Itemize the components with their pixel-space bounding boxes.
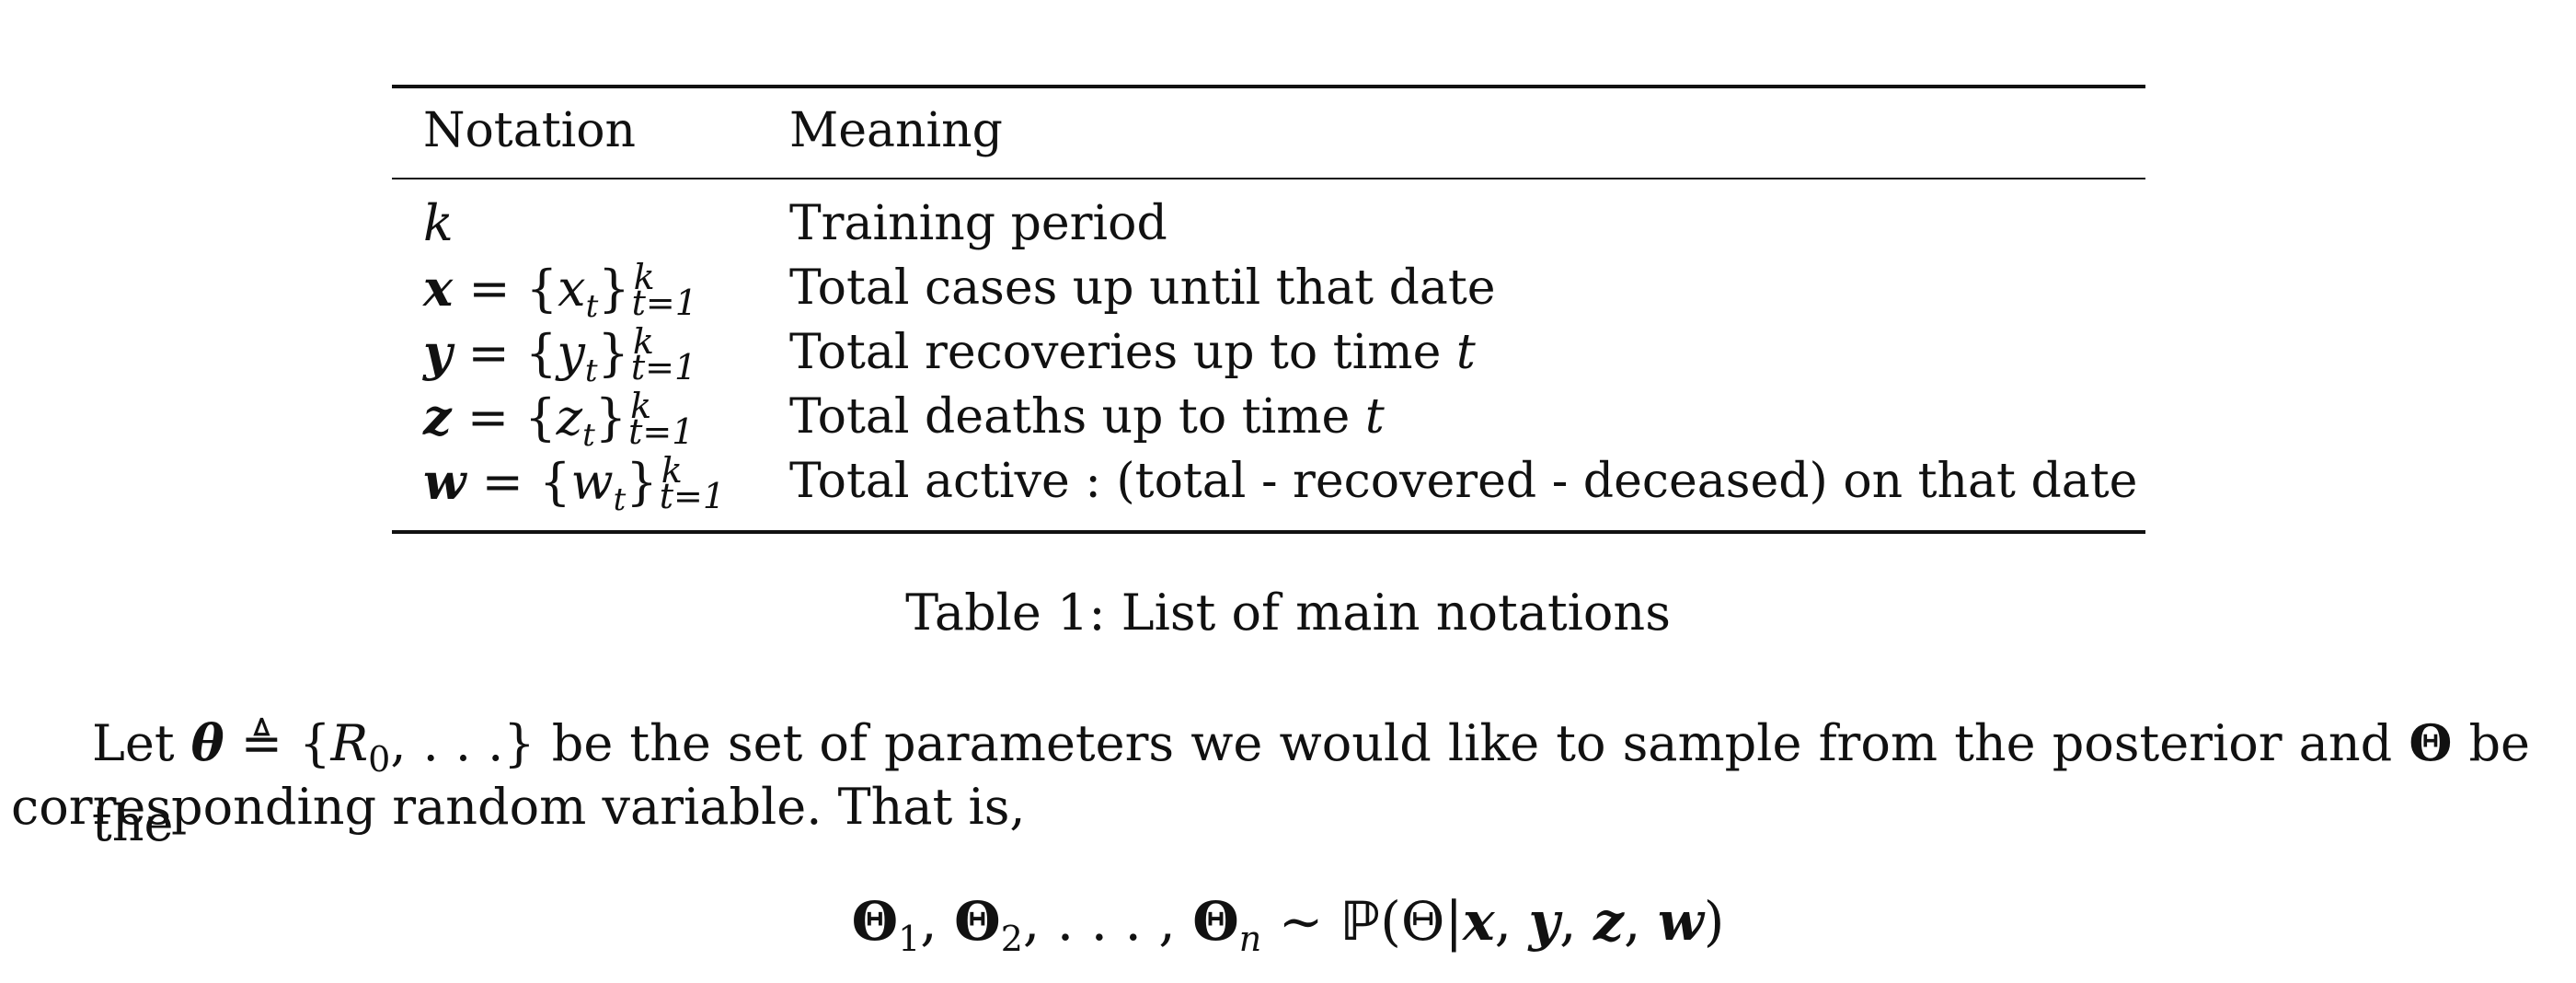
- eq-theta-2: Θ: [954, 890, 1001, 953]
- set-rest: , . . .}: [390, 714, 535, 772]
- equals-sign: =: [466, 453, 540, 511]
- display-equation: Θ1, Θ2, . . . , Θn ∼ ℙ(Θ|x, y, z, w): [0, 889, 2576, 971]
- eq-theta-1: Θ: [851, 890, 899, 953]
- eq-sub-n: n: [1238, 919, 1262, 959]
- set-open: {: [282, 714, 331, 772]
- upper-bound: k: [633, 257, 655, 297]
- table-header-rule: [392, 178, 2145, 179]
- notation-cell: k: [423, 194, 454, 252]
- lower-bound: t=1: [630, 347, 697, 387]
- table-top-rule: [392, 85, 2145, 88]
- element-subscript: t: [582, 417, 595, 454]
- element-subscript: t: [585, 288, 599, 325]
- element-subscript: t: [613, 481, 627, 518]
- table-header-meaning: Meaning: [789, 103, 1003, 158]
- meaning-variable: t: [1455, 325, 1476, 380]
- element-symbol: z: [556, 388, 583, 446]
- element-symbol: y: [557, 324, 585, 382]
- equals-sign: =: [452, 324, 525, 382]
- lower-bound: t=1: [631, 283, 697, 323]
- table-row: k Training period: [0, 195, 2576, 260]
- lower-bound: t=1: [659, 476, 725, 516]
- eq-var-w: w: [1657, 890, 1704, 953]
- meaning-cell: Total deaths up to time t: [789, 388, 1385, 445]
- theta-symbol: θ: [190, 713, 224, 772]
- element-symbol: x: [558, 260, 586, 318]
- paragraph-lead: Let: [92, 714, 191, 772]
- notation-cell: y = {yt} k t=1: [423, 324, 719, 399]
- vector-symbol: x: [423, 259, 454, 318]
- eq-sep: ,: [920, 890, 955, 953]
- meaning-cell: Total active : (total - recovered - dece…: [789, 454, 2138, 509]
- table-caption: Table 1: List of main notations: [905, 584, 1671, 642]
- defeq-symbol: ≜: [240, 714, 283, 772]
- set-bounds: k t=1: [659, 450, 748, 516]
- notation-cell: x = {xt} k t=1: [423, 260, 720, 335]
- table-bottom-rule: [392, 530, 2145, 534]
- eq-sep: ,: [1623, 890, 1658, 953]
- meaning-cell: Total cases up until that date: [789, 260, 1496, 316]
- element-subscript: t: [584, 353, 598, 389]
- lower-bound: t=1: [628, 411, 695, 452]
- eq-close: ): [1703, 890, 1725, 953]
- meaning-text: Total recoveries up to time: [789, 325, 1456, 380]
- table-header-notation: Notation: [423, 103, 637, 158]
- eq-var-y: y: [1528, 890, 1560, 953]
- table-row: y = {yt} k t=1 Total recoveries up to time…: [0, 324, 2576, 389]
- paragraph-middle: be the set of parameters we would like t…: [535, 714, 2409, 772]
- paragraph-line-2: corresponding random variable. That is,: [11, 778, 1026, 836]
- set-bounds: k t=1: [628, 386, 717, 452]
- eq-prob: ℙ: [1340, 890, 1381, 953]
- table-row: w = {wt} k t=1 Total active : (total - rec…: [0, 453, 2576, 518]
- paragraph-line-1: Let θ ≜ {R0, . . .} be the set of parame…: [92, 711, 2530, 856]
- table-row: z = {zt} k t=1 Total deaths up to time t: [0, 388, 2576, 454]
- eq-sep: ,: [1494, 890, 1529, 953]
- vector-symbol: z: [423, 387, 452, 446]
- r-symbol: R: [330, 714, 369, 772]
- eq-theta-n: Θ: [1192, 890, 1239, 953]
- eq-args: (Θ|: [1380, 890, 1463, 953]
- table-row: x = {xt} k t=1 Total cases up until that d…: [0, 260, 2576, 325]
- element-symbol: w: [570, 453, 614, 511]
- eq-sep: ,: [1559, 890, 1594, 953]
- set-bounds: k t=1: [630, 321, 719, 387]
- vector-symbol: w: [423, 452, 466, 511]
- notation-cell: w = {wt} k t=1: [423, 453, 748, 528]
- paragraph-tail: be the: [92, 714, 2530, 852]
- eq-dist: ∼: [1261, 890, 1340, 953]
- set-bounds: k t=1: [631, 257, 720, 323]
- equals-sign: =: [451, 388, 525, 446]
- capital-theta-symbol: Θ: [2409, 713, 2453, 772]
- meaning-variable: t: [1364, 389, 1385, 445]
- r-subscript: 0: [368, 739, 391, 780]
- meaning-cell: Total recoveries up to time t: [789, 324, 1476, 381]
- eq-var-x: x: [1462, 890, 1495, 953]
- meaning-cell: Training period: [789, 196, 1167, 251]
- upper-bound: k: [661, 450, 683, 491]
- vector-symbol: y: [423, 323, 453, 382]
- upper-bound: k: [630, 386, 652, 426]
- equals-sign: =: [453, 260, 526, 318]
- notation-cell: z = {zt} k t=1: [423, 388, 717, 464]
- eq-ellipsis: , . . . ,: [1022, 890, 1193, 953]
- eq-sub-2: 2: [1000, 919, 1023, 959]
- meaning-text: Total deaths up to time: [789, 389, 1365, 445]
- eq-var-z: z: [1593, 890, 1624, 953]
- eq-sub-1: 1: [898, 919, 921, 959]
- upper-bound: k: [632, 321, 654, 362]
